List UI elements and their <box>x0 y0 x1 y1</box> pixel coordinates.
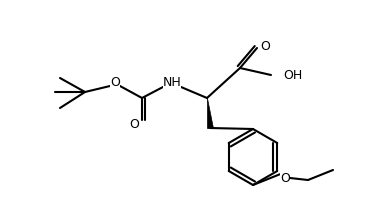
Polygon shape <box>207 98 213 128</box>
Text: NH: NH <box>163 75 181 89</box>
Text: O: O <box>129 118 139 131</box>
Text: O: O <box>110 75 120 89</box>
Text: OH: OH <box>283 69 302 82</box>
Text: O: O <box>260 39 270 52</box>
Text: O: O <box>280 171 290 185</box>
